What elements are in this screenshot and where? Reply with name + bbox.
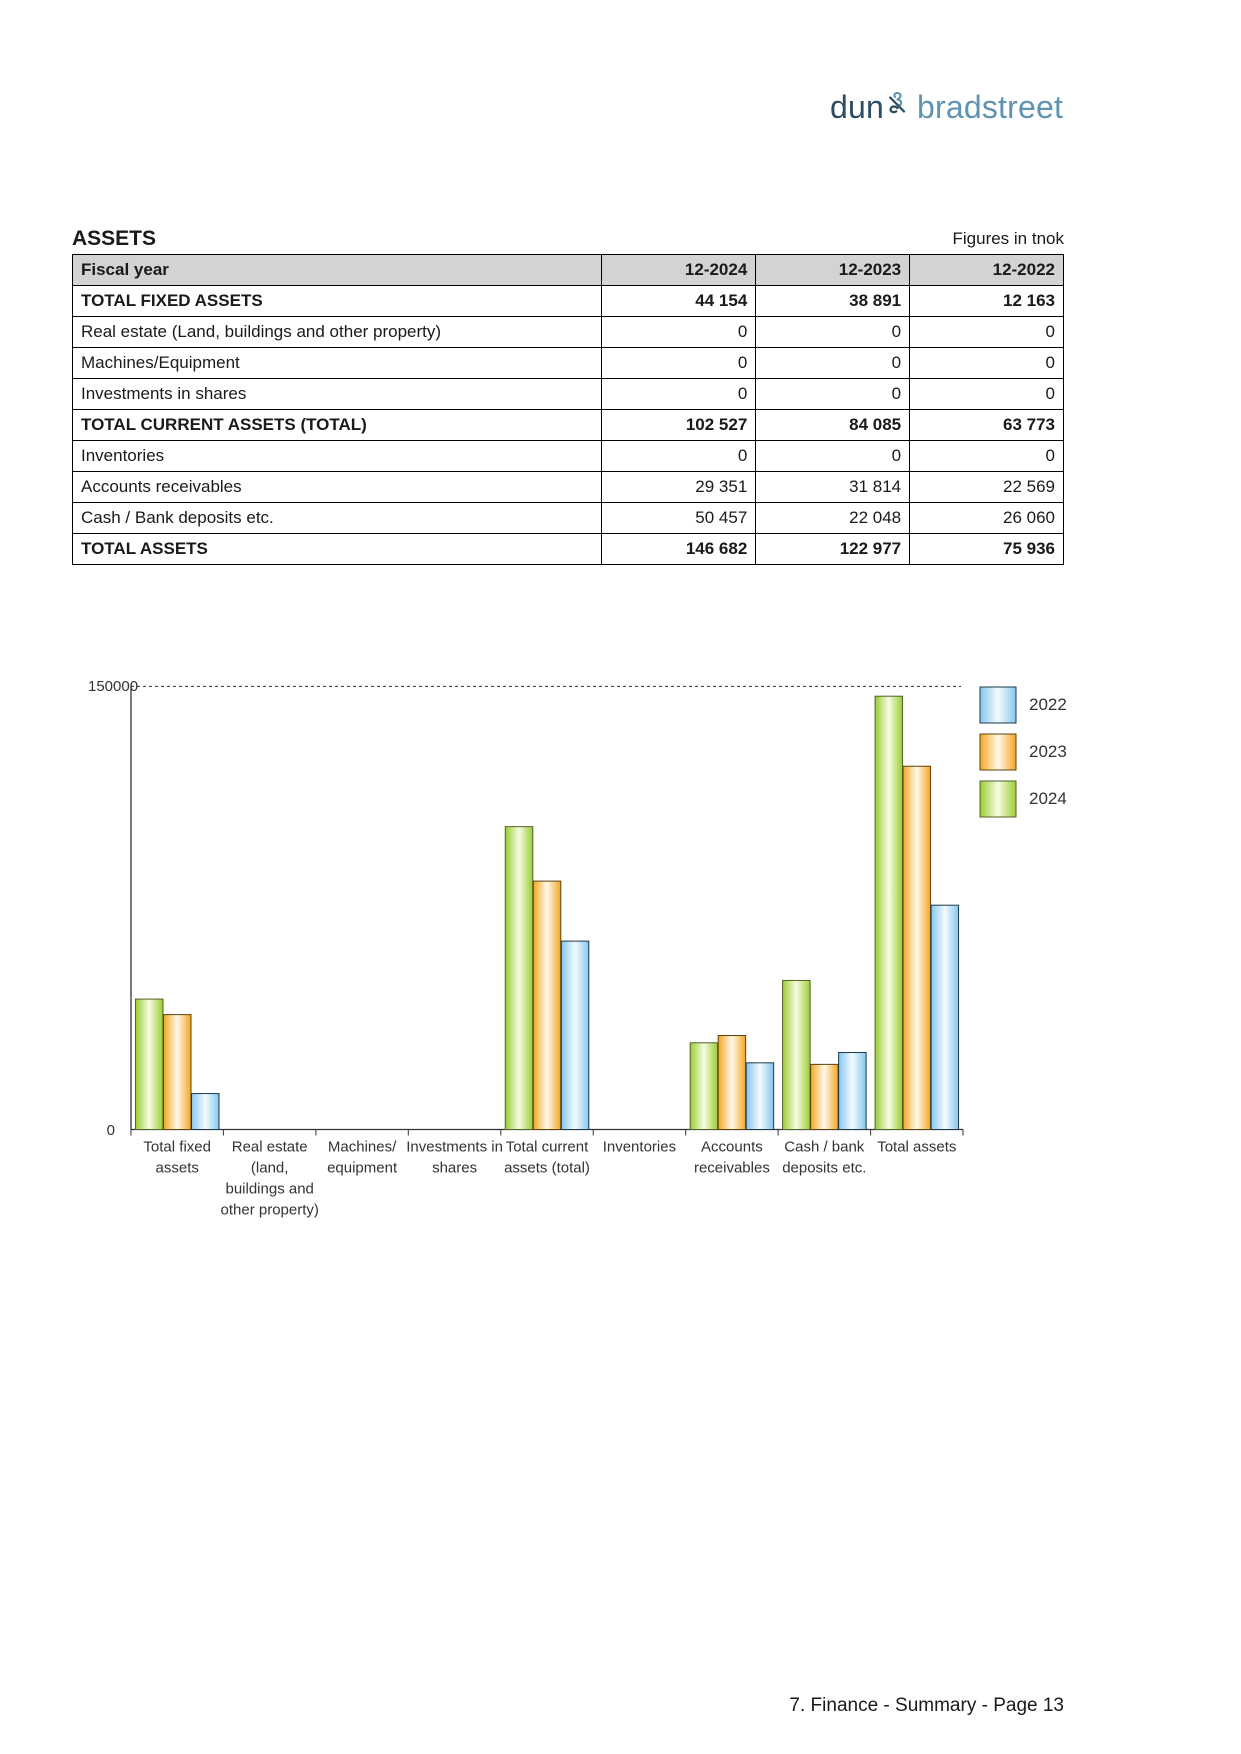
svg-text:shares: shares	[432, 1160, 477, 1177]
svg-text:buildings and: buildings and	[225, 1181, 313, 1198]
svg-text:Total fixed: Total fixed	[143, 1139, 211, 1156]
svg-text:assets (total): assets (total)	[504, 1160, 590, 1177]
svg-text:2023: 2023	[1029, 742, 1067, 761]
svg-text:Investments in: Investments in	[406, 1139, 503, 1156]
svg-text:(land,: (land,	[251, 1160, 289, 1177]
svg-text:receivables: receivables	[694, 1160, 770, 1177]
svg-text:Machines/: Machines/	[328, 1139, 397, 1156]
svg-text:Inventories: Inventories	[603, 1139, 676, 1156]
svg-text:deposits etc.: deposits etc.	[782, 1160, 866, 1177]
svg-text:assets: assets	[156, 1160, 199, 1177]
svg-text:other property): other property)	[221, 1202, 319, 1219]
svg-text:2022: 2022	[1029, 695, 1067, 714]
svg-text:equipment: equipment	[327, 1160, 398, 1177]
svg-text:2024: 2024	[1029, 789, 1067, 808]
svg-text:Total assets: Total assets	[877, 1139, 956, 1156]
svg-text:Accounts: Accounts	[701, 1139, 763, 1156]
svg-text:Total current: Total current	[506, 1139, 589, 1156]
svg-text:Cash / bank: Cash / bank	[784, 1139, 865, 1156]
svg-text:Real estate: Real estate	[232, 1139, 308, 1156]
svg-text:0: 0	[107, 1122, 115, 1139]
